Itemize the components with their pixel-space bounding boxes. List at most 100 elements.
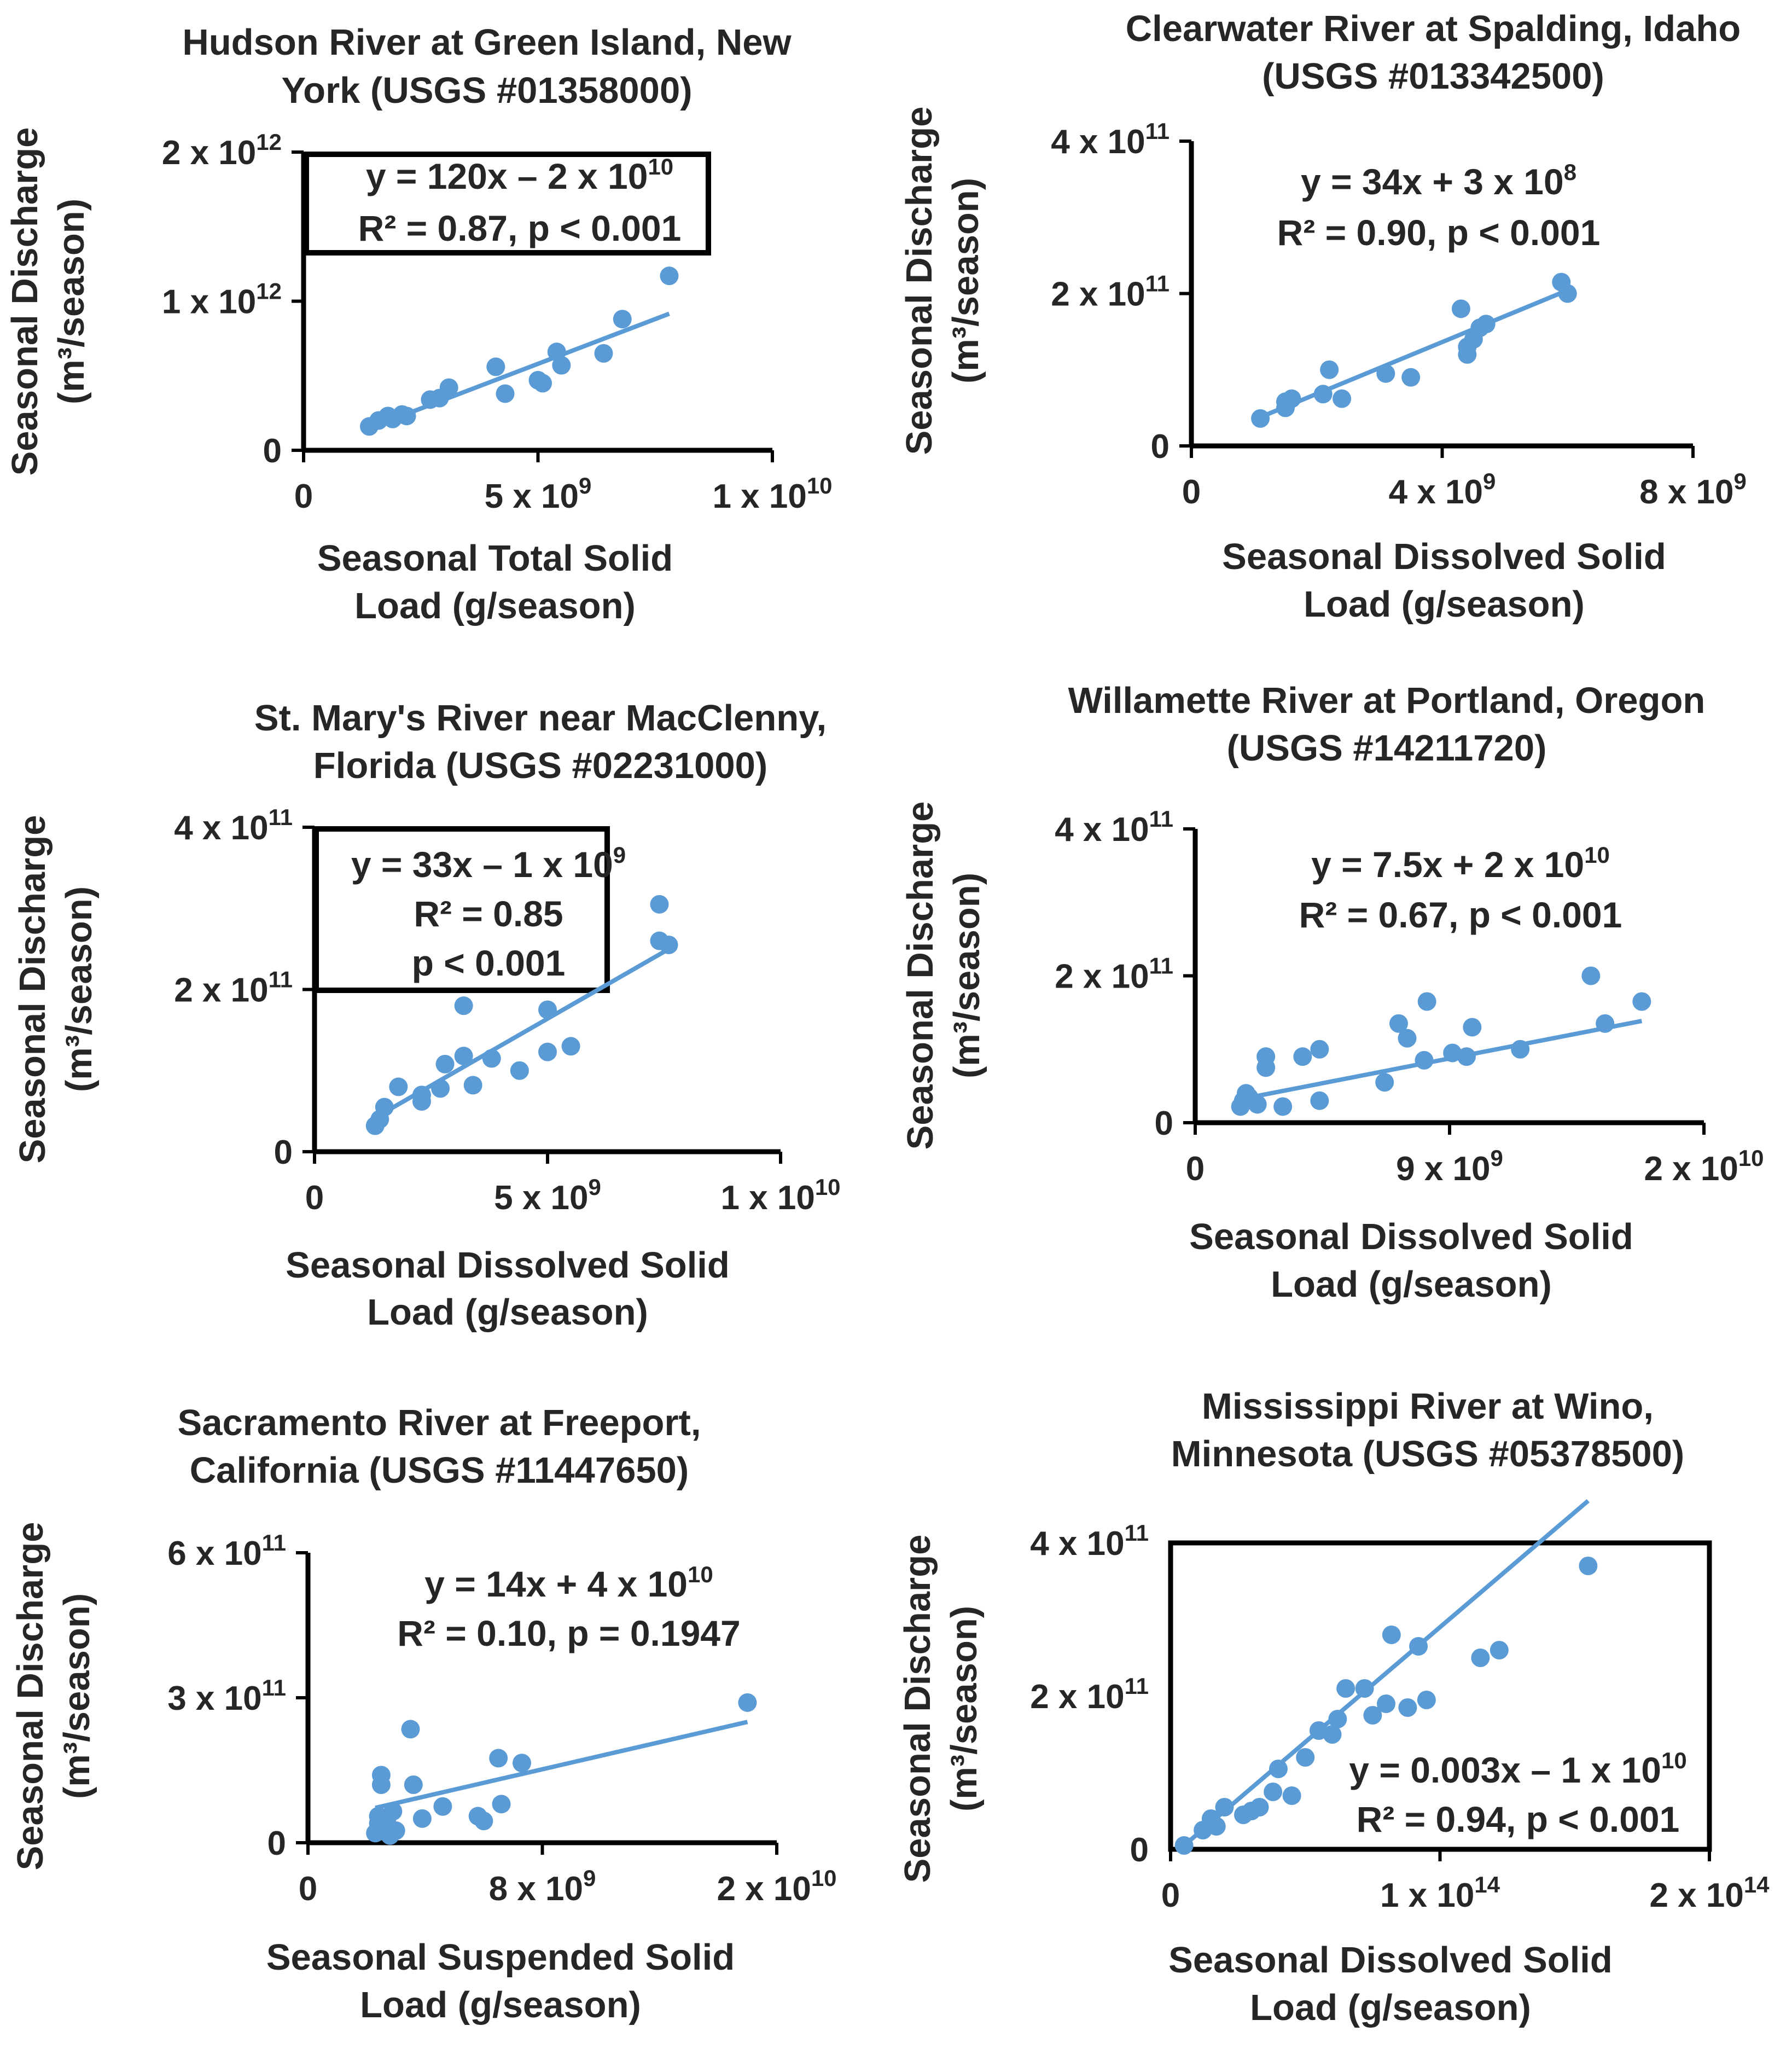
data-point (1376, 364, 1395, 383)
data-point (1581, 966, 1601, 985)
data-point (660, 266, 679, 286)
x-axis-label: Seasonal Total Solid (317, 538, 673, 579)
x-tick-label: 0 (299, 1870, 317, 1908)
data-point (1417, 992, 1436, 1011)
data-point (474, 1812, 493, 1831)
y-tick-label: 2 x 1011 (174, 967, 293, 1009)
x-tick-label: 2 x 1014 (1649, 1872, 1770, 1914)
y-axis-label: Seasonal Discharge (4, 127, 45, 476)
trendline (375, 1720, 748, 1810)
data-point (404, 1775, 423, 1794)
data-point (1363, 1706, 1382, 1725)
data-point (1389, 1014, 1408, 1033)
x-tick-label: 0 (305, 1179, 324, 1217)
y-tick-label: 4 x 1011 (1030, 1520, 1149, 1563)
y-axis-label: (m³/season) (944, 1606, 985, 1812)
x-axis-label: Load (g/season) (1271, 1264, 1552, 1305)
data-point (552, 356, 571, 375)
data-point (538, 1042, 557, 1061)
data-point (1323, 1725, 1342, 1744)
x-axis-label: Seasonal Dissolved Solid (1189, 1216, 1633, 1257)
y-tick-label: 2 x 1011 (1051, 271, 1170, 314)
data-point (489, 1749, 508, 1768)
data-point (1579, 1557, 1598, 1575)
chart-5: Sacramento River at Freeport, California … (10, 1402, 837, 2025)
data-point (1401, 368, 1421, 387)
data-point (386, 1821, 405, 1840)
chart-title: St. Mary's River near MacClenny, (254, 698, 827, 739)
x-tick-label: 5 x 109 (485, 473, 592, 515)
y-tick-label: 0 (263, 432, 282, 470)
chart-title: York (USGS #01358000) (281, 70, 692, 111)
data-point (412, 1809, 432, 1828)
data-point (371, 1775, 391, 1794)
x-axis-label: Seasonal Dissolved Solid (1222, 536, 1666, 577)
x-tick-label: 0 (1182, 473, 1201, 511)
data-point (538, 1000, 557, 1019)
data-point (1355, 1679, 1374, 1698)
y-tick-label: 4 x 1011 (1051, 118, 1170, 161)
data-point (1451, 299, 1470, 318)
y-axis-label: (m³/season) (946, 873, 987, 1078)
regression-equation: y = 14x + 4 x 1010 (424, 1562, 713, 1604)
regression-equation: y = 7.5x + 2 x 1010 (1311, 842, 1610, 885)
y-tick-label: 3 x 1011 (167, 1675, 286, 1717)
data-point (482, 1049, 501, 1068)
data-point (594, 344, 613, 363)
x-tick-label: 8 x 109 (489, 1865, 596, 1908)
data-point (1328, 1710, 1347, 1728)
x-axis-label: Load (g/season) (354, 585, 636, 626)
data-point (1313, 385, 1333, 404)
y-axis-label: Seasonal Discharge (897, 1535, 938, 1883)
chart-4: Willamette River at Portland, Oregon (USG… (900, 680, 1764, 1305)
data-point (433, 1797, 452, 1816)
data-point (1398, 1029, 1417, 1048)
regression-equation: R² = 0.10, p = 0.1947 (397, 1613, 740, 1653)
regression-equation: R² = 0.85 (414, 893, 563, 934)
data-point (1632, 992, 1651, 1011)
x-tick-label: 9 x 109 (1396, 1145, 1503, 1188)
data-point (1415, 1050, 1434, 1070)
data-point (1443, 1043, 1462, 1063)
chart-title: Willamette River at Portland, Oregon (1068, 680, 1706, 721)
chart-title: Sacramento River at Freeport, (178, 1402, 701, 1443)
data-point (1398, 1698, 1417, 1717)
data-point (1490, 1641, 1509, 1659)
chart-title: (USGS #013342500) (1262, 56, 1604, 97)
regression-equation: R² = 0.94, p < 0.001 (1357, 1799, 1680, 1839)
data-point (1282, 389, 1301, 408)
y-tick-label: 0 (267, 1825, 286, 1862)
trendline (1240, 1019, 1643, 1101)
equation-box (304, 152, 711, 256)
data-point (650, 895, 669, 914)
y-axis-label: (m³/season) (59, 886, 100, 1092)
regression-equation: R² = 0.90, p < 0.001 (1277, 212, 1601, 253)
data-point (412, 1092, 431, 1111)
x-tick-label: 1 x 1014 (1380, 1872, 1500, 1914)
data-point (435, 1054, 455, 1073)
chart-title: Clearwater River at Spalding, Idaho (1126, 8, 1741, 49)
x-tick-label: 1 x 1010 (712, 473, 832, 515)
y-axis-label: Seasonal Discharge (899, 107, 940, 455)
trendline (1259, 291, 1562, 420)
x-tick-label: 2 x 1010 (1644, 1145, 1764, 1188)
y-axis-label: (m³/season) (56, 1593, 97, 1799)
x-axis-label: Seasonal Dissolved Solid (286, 1245, 730, 1286)
x-tick-label: 0 (1161, 1877, 1180, 1914)
x-axis-label: Load (g/season) (1304, 584, 1585, 625)
data-point (431, 1079, 450, 1098)
y-tick-label: 2 x 1011 (1055, 953, 1173, 996)
y-tick-label: 2 x 1011 (1030, 1673, 1149, 1716)
data-point (1417, 1691, 1436, 1709)
regression-equation: R² = 0.67, p < 0.001 (1299, 895, 1622, 935)
x-axis-label: Load (g/season) (360, 1984, 641, 2025)
chart-title: California (USGS #11447650) (190, 1450, 689, 1491)
trendline (1183, 1499, 1590, 1848)
regression-equation: p < 0.001 (412, 943, 566, 983)
y-tick-label: 0 (1130, 1831, 1149, 1869)
x-axis-label: Seasonal Suspended Solid (266, 1937, 735, 1978)
equation-box (313, 826, 610, 993)
data-point (1377, 1694, 1395, 1713)
x-axis-label: Seasonal Dissolved Solid (1168, 1940, 1613, 1981)
